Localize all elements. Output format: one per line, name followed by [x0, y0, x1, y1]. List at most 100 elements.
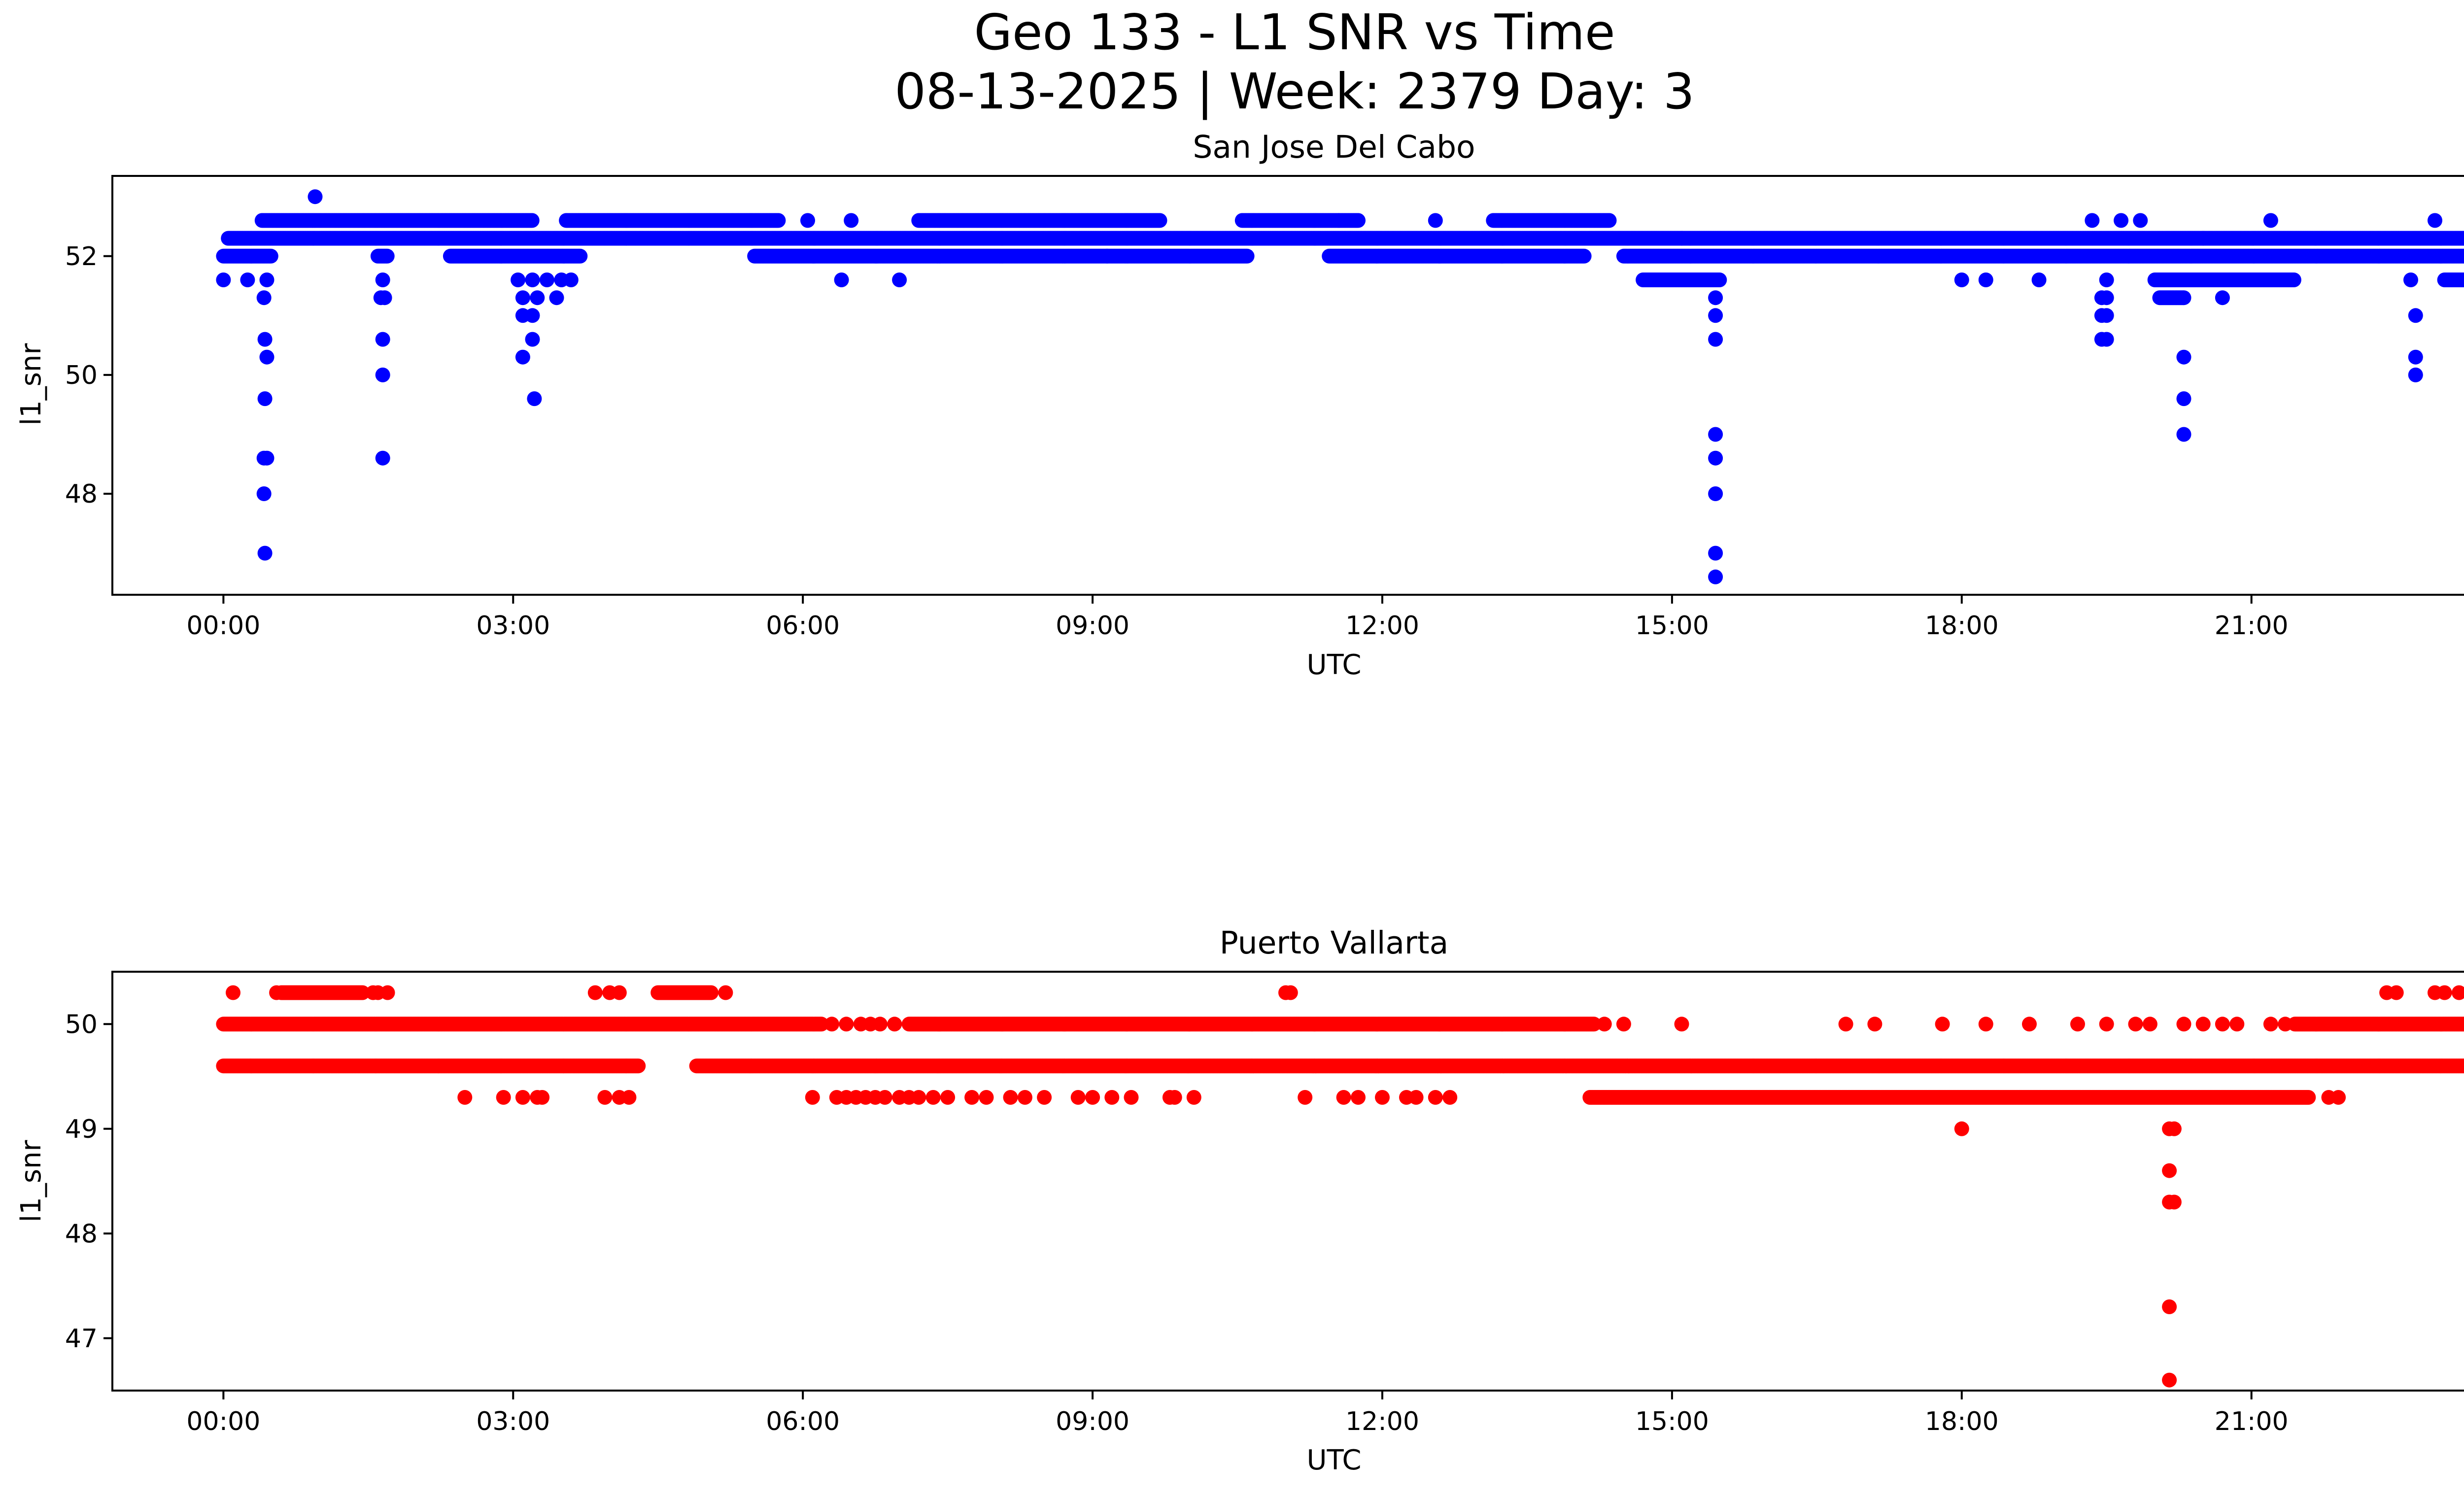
data-point — [376, 272, 390, 287]
x-axis-label: UTC — [1306, 1444, 1361, 1476]
data-point — [1708, 570, 1723, 584]
data-point — [2085, 213, 2099, 228]
data-point — [257, 290, 272, 305]
data-point — [2408, 308, 2423, 323]
data-point — [892, 272, 907, 287]
data-point — [1708, 546, 1723, 561]
data-point — [2287, 272, 2301, 287]
data-point — [376, 451, 390, 466]
data-point — [2099, 272, 2114, 287]
data-point — [1708, 290, 1723, 305]
data-point — [2177, 427, 2191, 442]
data-point — [1708, 308, 1723, 323]
data-point — [1708, 427, 1723, 442]
data-point — [1602, 213, 1617, 228]
data-point — [1708, 451, 1723, 466]
data-point — [549, 290, 564, 305]
data-point — [1351, 213, 1366, 228]
data-point — [240, 272, 255, 287]
x-tick-label: 00:00 — [186, 611, 260, 641]
data-point — [530, 290, 545, 305]
data-point — [515, 290, 530, 305]
data-point — [515, 350, 530, 365]
data-point — [2408, 368, 2423, 382]
data-point — [2099, 332, 2114, 347]
data-point — [1577, 249, 1592, 264]
data-point — [511, 272, 525, 287]
x-tick-label: 21:00 — [2215, 611, 2289, 641]
data-point — [2177, 350, 2191, 365]
data-point — [1979, 272, 1993, 287]
data-point — [573, 249, 587, 264]
data-point — [260, 350, 274, 365]
data-point — [2032, 272, 2047, 287]
data-point — [2263, 213, 2278, 228]
data-point — [1708, 332, 1723, 347]
data-point — [540, 272, 554, 287]
data-point — [2099, 290, 2114, 305]
chart-panel-san-jose-del-cabo: San Jose Del Cabo UTC l1_snr 00:00 03:00 0… — [15, 129, 2464, 681]
data-point — [376, 332, 390, 347]
data-point — [2403, 272, 2418, 287]
data-point — [1100, 249, 1115, 264]
x-tick-label: 12:00 — [1345, 611, 1419, 641]
data-point — [258, 391, 273, 406]
data-point — [308, 189, 323, 204]
data-point — [2177, 290, 2191, 305]
data-point — [800, 213, 815, 228]
data-point — [376, 368, 390, 382]
data-point — [377, 290, 392, 305]
data-point — [2133, 213, 2148, 228]
data-point — [257, 486, 272, 501]
data-point — [1332, 213, 1346, 228]
data-point — [525, 332, 540, 347]
data-point — [260, 451, 274, 466]
data-point — [527, 391, 542, 406]
data-point — [258, 546, 273, 561]
data-point — [380, 249, 395, 264]
data-point — [1712, 272, 1727, 287]
data-point — [258, 332, 273, 347]
data-point — [834, 272, 849, 287]
data-point — [2099, 308, 2114, 323]
data-point — [525, 213, 540, 228]
data-point — [564, 272, 579, 287]
data-point — [2408, 350, 2423, 365]
y-tick-label: 52 — [65, 242, 98, 272]
y-axis-label: l1_snr — [15, 1140, 47, 1223]
subplot-title: Puerto Vallarta — [1220, 925, 1448, 961]
data-points — [216, 189, 2464, 584]
data-point — [1153, 213, 1167, 228]
data-points — [216, 986, 2464, 1388]
data-point — [264, 249, 278, 264]
x-tick-label: 18:00 — [1925, 611, 1999, 641]
data-point — [1240, 249, 1255, 264]
x-tick-label: 15:00 — [1635, 611, 1709, 641]
y-axis-label: l1_snr — [15, 343, 47, 426]
data-point — [2428, 213, 2442, 228]
data-point — [771, 213, 786, 228]
data-point — [1708, 486, 1723, 501]
data-point — [1428, 213, 1443, 228]
x-axis-label: UTC — [1306, 649, 1361, 681]
data-point — [1954, 272, 1969, 287]
data-point — [216, 272, 231, 287]
data-point — [525, 272, 540, 287]
data-point — [1675, 231, 1689, 246]
subplot-title: San Jose Del Cabo — [1193, 129, 1475, 165]
y-tick-label: 50 — [65, 361, 98, 390]
data-point — [2177, 391, 2191, 406]
data-point — [2196, 231, 2211, 246]
x-tick-label: 09:00 — [1056, 611, 1129, 641]
y-tick-label: 48 — [65, 479, 98, 509]
data-point — [2114, 213, 2128, 228]
data-point — [525, 308, 540, 323]
data-point — [260, 272, 274, 287]
figure-title-line-2: 08-13-2025 | Week: 2379 Day: 3 — [894, 63, 1694, 120]
x-tick-label: 03:00 — [476, 611, 550, 641]
data-point — [2215, 290, 2230, 305]
x-tick-label: 06:00 — [766, 611, 840, 641]
